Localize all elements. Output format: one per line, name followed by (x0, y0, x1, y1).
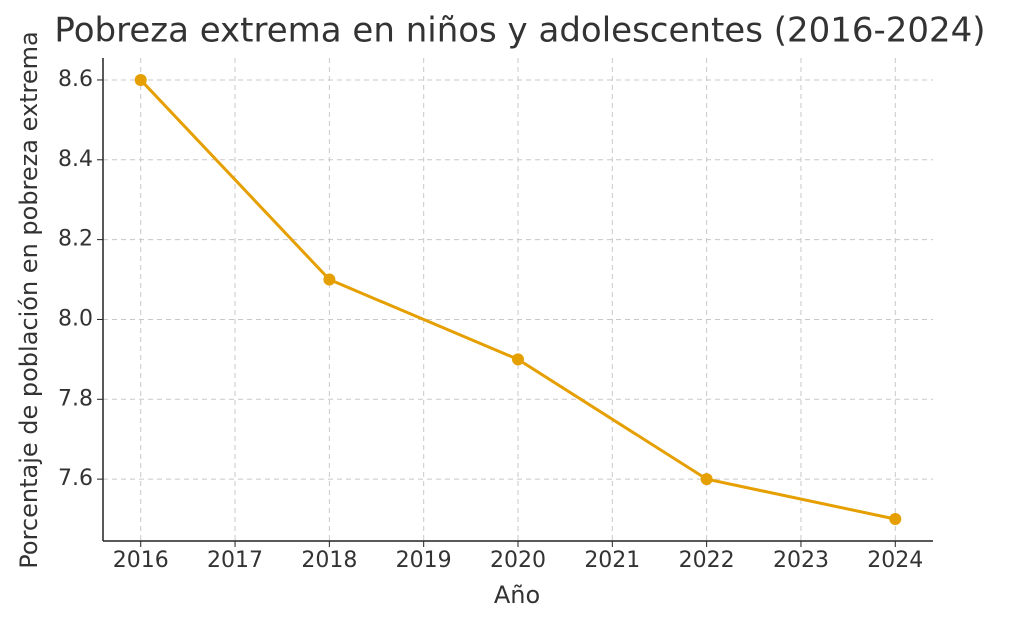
x-tick-label: 2024 (867, 548, 923, 573)
data-point (134, 73, 147, 86)
x-tick-label: 2023 (773, 548, 829, 573)
y-tick-label: 8.0 (58, 306, 93, 331)
y-tick-label: 8.2 (58, 227, 93, 252)
x-tick-label: 2019 (396, 548, 452, 573)
data-point (700, 473, 713, 486)
x-tick-label: 2016 (113, 548, 169, 573)
data-line (139, 78, 896, 521)
data-point (512, 353, 524, 366)
x-tick-label: 2018 (301, 548, 357, 573)
x-tick-label: 2020 (490, 548, 546, 573)
y-tick-label: 7.8 (58, 386, 93, 411)
x-tick-label: 2021 (584, 548, 640, 573)
y-tick-label: 8.4 (58, 147, 93, 172)
chart-title: Pobreza extrema en niños y adolescentes … (54, 11, 985, 51)
x-axis-label: Año (494, 581, 540, 609)
y-axis-label: Porcentaje de población en pobreza extre… (15, 31, 43, 568)
x-tick-label: 2017 (207, 548, 263, 573)
y-tick-label: 8.6 (58, 67, 93, 92)
x-tick-label: 2022 (679, 548, 735, 573)
y-tick-label: 7.6 (58, 466, 93, 491)
data-point (889, 513, 902, 526)
data-point (323, 273, 336, 286)
